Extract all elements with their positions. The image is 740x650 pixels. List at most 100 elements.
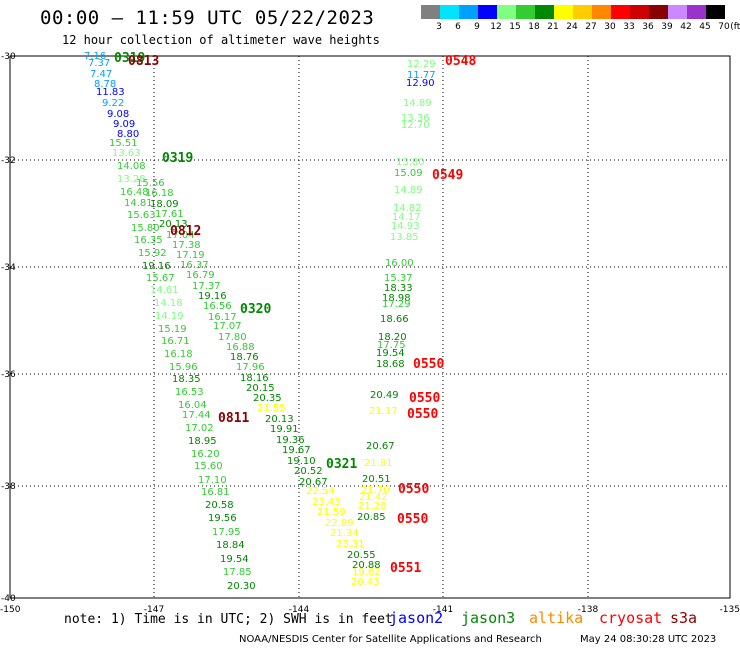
wave-height-value: 17.96 [236,362,265,373]
legend-tick-label: 27 [585,22,597,32]
wave-height-value: 18.33 [384,283,413,294]
mission-jason3: jason3 [461,609,516,627]
lon-label: -144 [289,605,310,615]
wave-height-value: 12.90 [406,78,435,89]
wave-height-value: 19.62 [352,567,381,578]
wave-height-value: 20.35 [253,393,282,404]
wave-height-value: 19.91 [270,424,299,435]
wave-height-value: 21.28 [358,501,387,512]
wave-height-value: 20.13 [159,219,188,230]
wave-height-value: 15.37 [384,273,413,284]
legend-swatch [535,5,554,19]
wave-height-value: 14.17 [392,212,421,223]
pass-time-label: 0548 [445,54,476,69]
wave-height-value: 17.37 [192,281,221,292]
legend-swatch [592,5,611,19]
wave-height-value: 16.56 [203,301,232,312]
wave-height-value: 18.76 [230,352,259,363]
wave-height-value: 16.71 [161,336,190,347]
wave-height-value: 20.67 [366,441,395,452]
wave-height-value: 19.54 [220,554,249,565]
lat-label: -30 [1,52,16,62]
wave-height-value: 17.10 [198,475,227,486]
wave-height-value: 18.16 [240,373,269,384]
legend-tick-label: 6 [455,22,461,32]
pass-time-label: 0550 [413,357,444,372]
wave-height-value: 13.85 [390,232,419,243]
wave-height-value: 20.85 [357,512,386,523]
lat-label: -36 [1,370,16,380]
legend-swatch [497,5,516,19]
mission-s3a: s3a [670,609,698,627]
wave-height-value: 11.83 [96,87,125,98]
wave-height-value: 16.37 [180,260,209,271]
wave-height-value: 15.67 [146,273,175,284]
wave-height-value: 17.02 [185,423,214,434]
wave-height-value: 9.22 [102,98,124,109]
lon-label: -150 [0,605,21,615]
wave-height-value: 19.16 [142,261,171,272]
wave-height-value: 16.18 [164,349,193,360]
legend-tick-label: 42 [680,22,692,32]
wave-height-value: 21.42 [359,492,388,503]
wave-height-value: 20.15 [246,383,275,394]
wave-height-value: 13.80 [396,157,425,168]
wave-height-value: 16.48 [120,187,149,198]
lon-label: -138 [578,605,599,615]
wave-height-value: 15.96 [169,362,198,373]
page-subtitle: 12 hour collection of altimeter wave hei… [62,33,380,47]
wave-height-value: 15.19 [158,324,187,335]
wave-height-value: 14.19 [155,311,184,322]
mission-altika: altika [529,609,584,627]
wave-height-value: 22.89 [325,518,354,529]
wave-height-value: 15.51 [109,138,138,149]
lon-label: -135 [720,605,740,615]
legend-tick-label: 33 [623,22,635,32]
wave-height-value: 21.17 [369,406,398,417]
legend-tick-label: 30 [604,22,616,32]
legend-swatch [630,5,649,19]
wave-height-value: 19.56 [208,513,237,524]
wave-height-value: 20.49 [370,390,399,401]
wave-height-value: 15.80 [131,223,160,234]
wave-height-value: 14.89 [403,98,432,109]
map-frame [9,55,731,599]
pass-time-label: 0550 [397,512,428,527]
wave-height-value: 20.55 [347,550,376,561]
lat-label: -34 [1,263,16,273]
pass-time-label: 0549 [432,168,463,183]
lat-label: -40 [1,594,16,604]
legend-swatch [649,5,668,19]
pass-time-label: 0812 [170,224,201,239]
wave-height-value: 17.95 [212,527,241,538]
legend-tick-label: 45 [699,22,711,32]
wave-height-value: 19.36 [276,435,305,446]
wave-height-value: 19.67 [282,445,311,456]
wave-height-value: 20.51 [362,474,391,485]
wave-height-value: 19.54 [376,348,405,359]
pass-time-label: 0550 [398,482,429,497]
wave-height-value: 22.54 [306,486,335,497]
wave-height-value: 11.77 [407,70,436,81]
wave-height-value: 23.31 [336,539,365,550]
wave-height-value: 17.44 [182,410,211,421]
wave-height-value: 17.61 [155,209,184,220]
wave-height-value: 9.08 [107,109,129,120]
wave-height-value: 17.38 [172,240,201,251]
wave-height-value: 20.43 [351,577,380,588]
wave-height-value: 13.63 [112,148,141,159]
wave-height-value: 7.16 [84,51,106,62]
legend-tick-label: 70 [718,22,730,32]
legend-swatch [459,5,478,19]
wave-height-value: 18.20 [378,332,407,343]
wave-height-value: 16.35 [134,235,163,246]
wave-height-value: 14.93 [391,221,420,232]
legend-tick-label: 21 [547,22,559,32]
wave-height-value: 15.60 [194,461,223,472]
wave-height-value: 19.16 [198,291,227,302]
wave-height-value: 13.28 [117,174,146,185]
legend-tick-label: 12 [490,22,502,32]
legend-swatch [573,5,592,19]
wave-height-value: 16.79 [186,270,215,281]
